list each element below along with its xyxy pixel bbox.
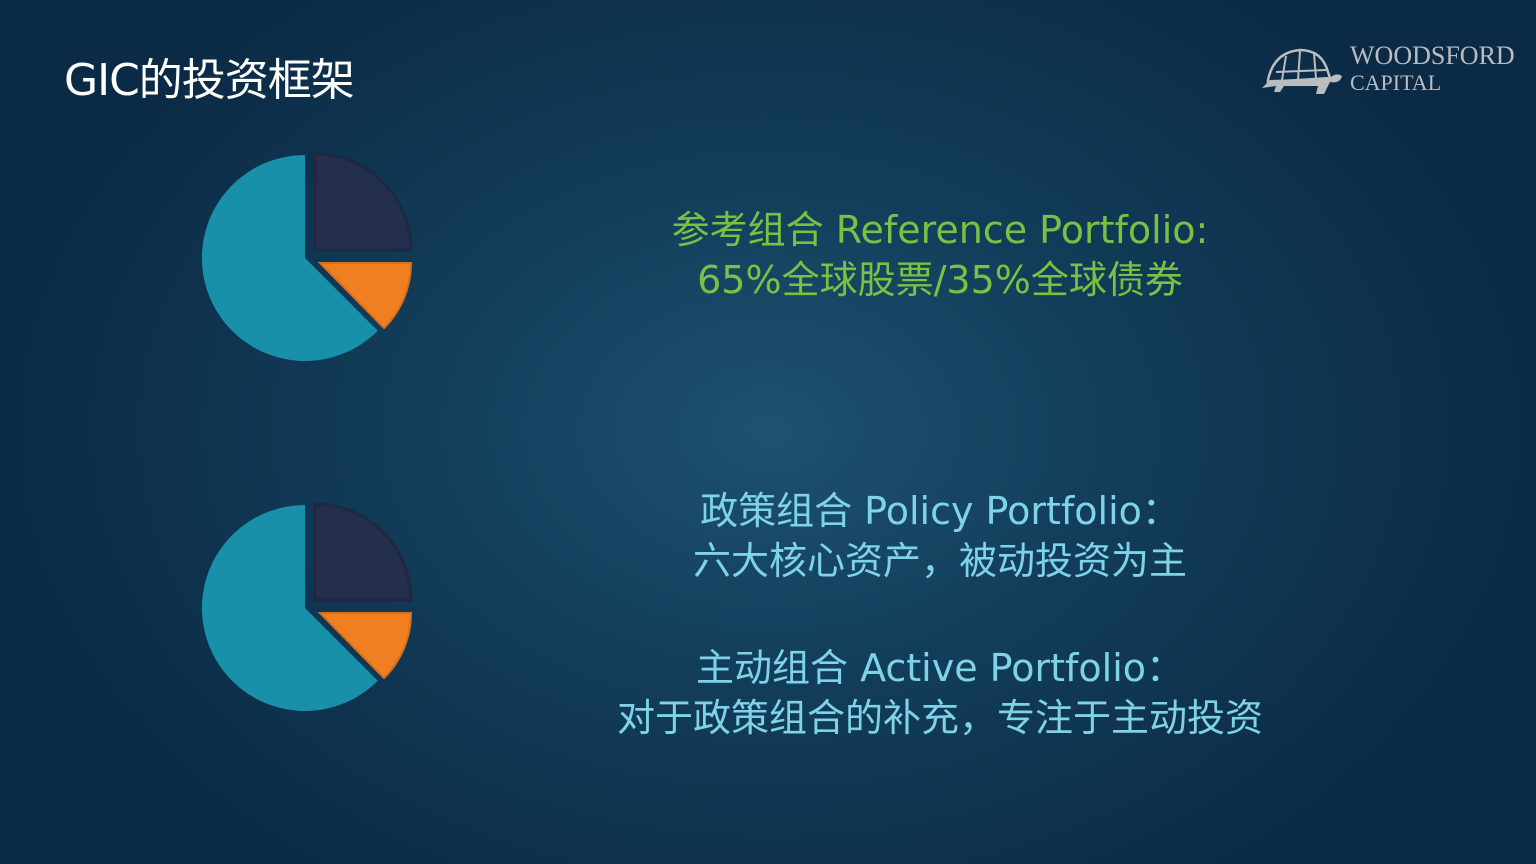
pie-slice-orange [317,612,413,680]
pie-slice-dark [313,502,413,602]
pie-slice-orange [317,262,413,330]
reference-line2: 65%全球股票/35%全球债券 [697,258,1183,302]
policy-line1: 政策组合 Policy Portfolio： [700,489,1180,533]
active-portfolio-text: 主动组合 Active Portfolio： 对于政策组合的补充，专注于主动投资 [560,643,1320,743]
pie-slice-dark [313,152,413,252]
tortoise-icon [1262,48,1342,94]
pie-chart-icon [201,502,413,711]
slide-title: GIC的投资框架 [64,55,355,106]
woodsford-capital-logo: WOODSFORD CAPITAL [1256,42,1515,98]
policy-line2: 六大核心资产，被动投资为主 [692,539,1187,583]
logo-line2: CAPITAL [1350,70,1442,95]
reference-line1: 参考组合 Reference Portfolio: [671,208,1209,252]
reference-portfolio-text: 参考组合 Reference Portfolio: 65%全球股票/35%全球债… [560,205,1320,305]
pie-chart-icon [201,152,413,361]
active-line1: 主动组合 Active Portfolio： [695,646,1185,690]
policy-portfolio-text: 政策组合 Policy Portfolio： 六大核心资产，被动投资为主 [560,486,1320,586]
logo-line1: WOODSFORD [1350,41,1515,70]
active-line2: 对于政策组合的补充，专注于主动投资 [616,696,1263,740]
pie-slice-main [201,154,378,361]
pie-slice-main [201,504,378,711]
